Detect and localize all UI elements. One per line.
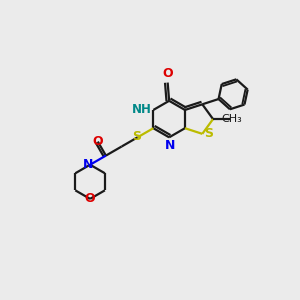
Text: S: S xyxy=(132,130,141,143)
Text: N: N xyxy=(164,139,175,152)
Text: O: O xyxy=(92,135,103,148)
Text: N: N xyxy=(83,158,94,171)
Text: O: O xyxy=(162,67,173,80)
Text: O: O xyxy=(85,192,95,206)
Text: CH₃: CH₃ xyxy=(221,114,242,124)
Text: S: S xyxy=(204,128,213,140)
Text: NH: NH xyxy=(132,103,152,116)
